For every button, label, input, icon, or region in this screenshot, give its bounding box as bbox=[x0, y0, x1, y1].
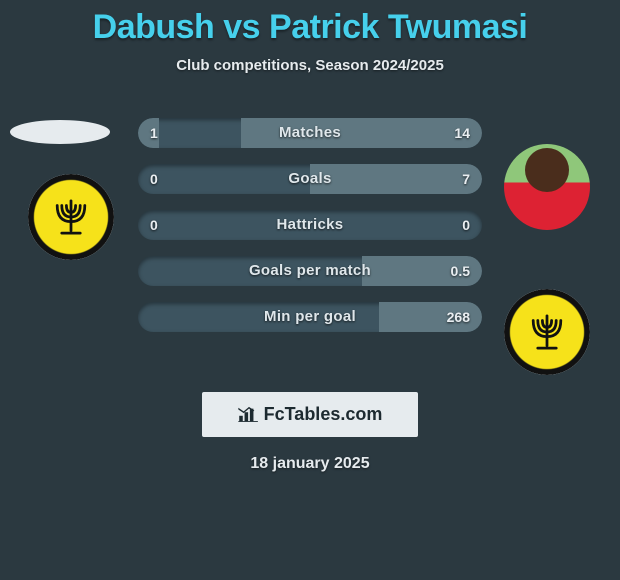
stat-value-right: 7 bbox=[462, 164, 470, 194]
generation-date: 18 january 2025 bbox=[0, 455, 620, 473]
stat-row: 1Matches14 bbox=[138, 118, 482, 148]
page-title: Dabush vs Patrick Twumasi bbox=[0, 0, 620, 47]
menorah-icon bbox=[48, 194, 94, 240]
stat-value-right: 14 bbox=[454, 118, 470, 148]
chart-icon bbox=[238, 406, 260, 422]
brand-badge: FcTables.com bbox=[202, 392, 418, 437]
stat-rows: 1Matches140Goals70Hattricks0Goals per ma… bbox=[138, 118, 482, 348]
stat-label: Goals per match bbox=[138, 256, 482, 286]
menorah-icon bbox=[524, 309, 570, 355]
club-left-badge bbox=[28, 174, 114, 260]
player-left-avatar bbox=[10, 120, 110, 144]
brand-text: FcTables.com bbox=[264, 404, 383, 424]
player-right-avatar bbox=[504, 144, 590, 230]
stat-value-right: 0.5 bbox=[451, 256, 470, 286]
stat-label: Hattricks bbox=[138, 210, 482, 240]
stat-row: Min per goal268 bbox=[138, 302, 482, 332]
stat-label: Matches bbox=[138, 118, 482, 148]
stat-row: 0Hattricks0 bbox=[138, 210, 482, 240]
stat-row: Goals per match0.5 bbox=[138, 256, 482, 286]
stat-label: Goals bbox=[138, 164, 482, 194]
subtitle: Club competitions, Season 2024/2025 bbox=[0, 57, 620, 74]
comparison-panel: 1Matches140Goals70Hattricks0Goals per ma… bbox=[0, 94, 620, 374]
stat-value-right: 268 bbox=[447, 302, 470, 332]
club-right-badge bbox=[504, 289, 590, 375]
stat-value-right: 0 bbox=[462, 210, 470, 240]
stat-row: 0Goals7 bbox=[138, 164, 482, 194]
stat-label: Min per goal bbox=[138, 302, 482, 332]
